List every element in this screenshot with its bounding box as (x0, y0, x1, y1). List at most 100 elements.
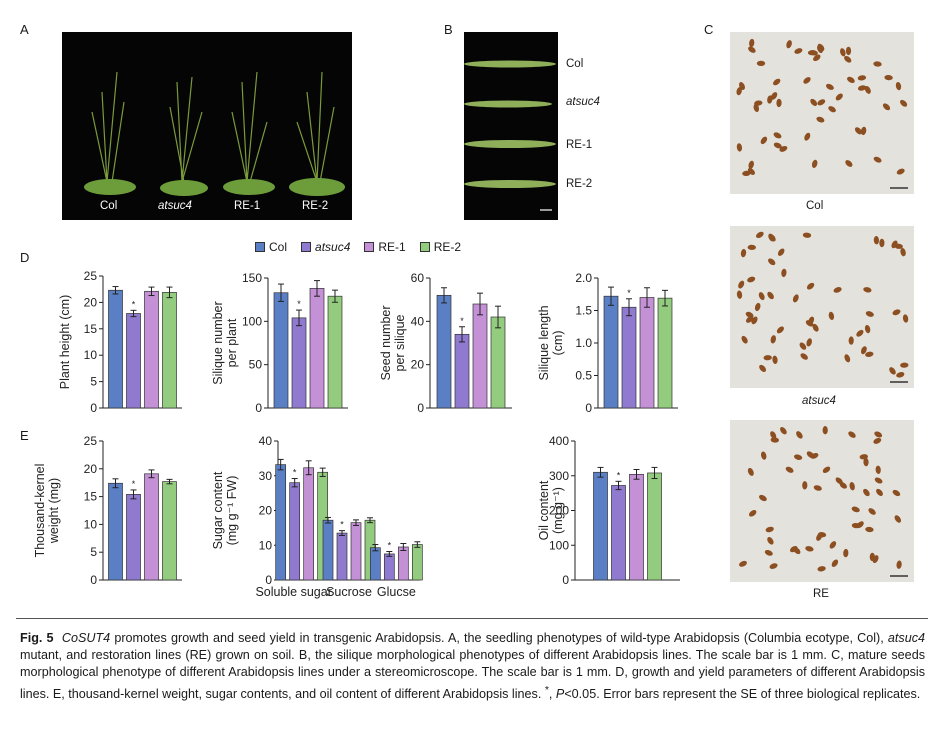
panel-label-c: C (704, 22, 714, 37)
bar-re-2 (411, 544, 423, 581)
seed (747, 467, 754, 476)
seed (816, 116, 825, 123)
y-tick-label: 40 (411, 314, 425, 328)
seed (843, 548, 849, 558)
legend-item-re2: RE-2 (419, 240, 462, 254)
legend-swatch-re2 (419, 242, 430, 252)
bar-re-1 (629, 474, 644, 581)
bar-re-2 (490, 316, 506, 409)
seed (776, 326, 784, 334)
y-tick-label: 5 (90, 375, 97, 389)
seed (900, 362, 909, 368)
bar-atsuc4 (621, 306, 637, 409)
bar-atsuc4 (454, 333, 470, 409)
y-tick-label: 100 (242, 314, 262, 328)
seed (742, 170, 751, 177)
seed (799, 342, 807, 350)
seed (807, 50, 817, 56)
y-tick-label: 20 (259, 504, 273, 518)
seed (793, 454, 803, 460)
caption-star: * (544, 683, 549, 696)
seed (812, 323, 819, 332)
seed (833, 287, 842, 293)
plant-label-re1: RE-1 (234, 200, 261, 212)
bar-re-1 (144, 473, 159, 581)
seed (879, 238, 885, 248)
bar-atsuc4 (289, 482, 301, 581)
bar-re-1 (472, 303, 488, 409)
seed (817, 532, 827, 538)
caption-fig-number: Fig. 5 (20, 631, 54, 645)
seed (792, 294, 799, 303)
chart-legend: Col atsuc4 RE-1 RE-2 (255, 240, 461, 254)
seed (854, 127, 862, 135)
seed (831, 559, 839, 567)
y-tick-label: 10 (259, 538, 273, 552)
caption-text-4: <0.05. Error bars represent the SE of th… (564, 686, 921, 701)
seed (845, 160, 853, 167)
seed (753, 103, 760, 113)
seed-label-re: RE (813, 588, 829, 600)
seed (739, 560, 747, 567)
seed-photo-re (730, 420, 914, 582)
seed (736, 143, 743, 152)
seed (760, 136, 768, 145)
y-tick-label: 1.0 (575, 336, 592, 350)
seed (845, 46, 852, 56)
seed (900, 248, 906, 257)
bar-atsuc4 (291, 317, 307, 409)
x-category-label: Sucrose (326, 585, 372, 599)
seed (767, 291, 774, 300)
silique-label-col: Col (566, 58, 584, 70)
seed (806, 451, 815, 459)
bar-re-2 (657, 297, 673, 409)
seed (863, 287, 872, 293)
seed (802, 232, 812, 238)
significance-star: * (132, 299, 136, 309)
seed-illustration-re (739, 426, 908, 577)
seed (785, 466, 794, 473)
seed (745, 316, 754, 323)
seed (884, 74, 893, 81)
seed (865, 526, 874, 533)
seed (763, 355, 772, 361)
y-tick-label: 0 (585, 401, 592, 415)
seed (796, 431, 803, 439)
caption-text-2: mutant, and restoration lines (RE) grown… (20, 648, 925, 701)
seed (894, 515, 902, 523)
seed (828, 311, 835, 321)
bar-re-1 (303, 467, 315, 581)
plant-label-re2: RE-2 (302, 200, 329, 212)
seed (847, 76, 855, 84)
seed (773, 132, 782, 139)
y-tick-label: 15 (84, 490, 98, 504)
y-tick-label: 0.5 (575, 369, 592, 383)
legend-label-re2: RE-2 (433, 240, 462, 254)
seed (754, 302, 761, 312)
seed (896, 168, 905, 175)
y-axis-label: (mg g⁻¹) (551, 487, 565, 534)
seed (813, 54, 821, 62)
seed (829, 541, 837, 549)
seed (768, 233, 775, 242)
y-tick-label: 25 (84, 434, 98, 448)
caption-rule (16, 618, 928, 619)
seed (851, 506, 860, 513)
caption-mutant: atsuc4 (887, 631, 926, 645)
seed (781, 268, 787, 278)
bar-re-2 (162, 292, 177, 409)
seed (860, 126, 867, 136)
silique-label-re2: RE-2 (566, 178, 593, 190)
y-tick-label: 400 (549, 434, 569, 448)
legend-swatch-col (255, 242, 265, 252)
panel-label-d: D (20, 250, 30, 265)
legend-label-re1: RE-1 (378, 240, 406, 254)
bar-col (593, 471, 608, 581)
seed (779, 145, 788, 152)
seed (800, 353, 808, 360)
seed-photo-atsuc4 (730, 226, 914, 388)
seed (895, 81, 902, 91)
seed (747, 276, 756, 283)
y-tick-label: 40 (259, 434, 273, 448)
